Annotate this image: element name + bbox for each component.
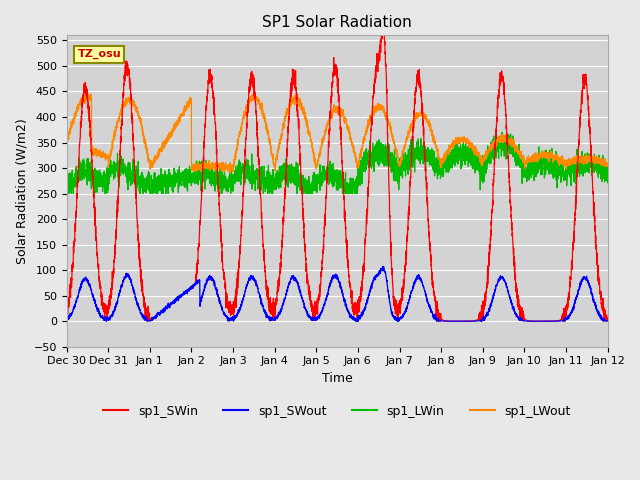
sp1_SWin (570, 240, 578, 245)
sp1_SWout (604, 318, 611, 324)
X-axis label: Time: Time (322, 372, 353, 385)
sp1_LWin (570, 161, 578, 167)
sp1_LWout (236, 134, 243, 140)
Text: TZ_osu: TZ_osu (77, 49, 121, 60)
sp1_LWout (84, 91, 92, 97)
sp1_LWin (63, 191, 70, 196)
sp1_LWin (189, 177, 196, 183)
sp1_LWout (225, 165, 233, 171)
Line: sp1_SWin: sp1_SWin (67, 20, 607, 321)
sp1_SWout (198, 295, 205, 300)
sp1_LWin (198, 158, 205, 164)
sp1_SWin (380, 17, 387, 23)
sp1_LWout (604, 163, 611, 169)
sp1_SWin (604, 316, 611, 322)
sp1_LWout (189, 166, 196, 172)
Y-axis label: Solar Radiation (W/m2): Solar Radiation (W/m2) (15, 118, 28, 264)
sp1_SWout (63, 318, 70, 324)
sp1_SWout (225, 317, 233, 323)
Line: sp1_LWin: sp1_LWin (67, 132, 607, 193)
sp1_LWout (198, 168, 205, 173)
sp1_SWin (198, 189, 205, 195)
sp1_LWin (322, 174, 330, 180)
sp1_SWout (322, 298, 330, 304)
sp1_LWin (235, 159, 243, 165)
sp1_LWin (498, 130, 506, 135)
Line: sp1_SWout: sp1_SWout (67, 266, 607, 321)
sp1_LWout (63, 143, 70, 148)
sp1_LWout (322, 124, 330, 130)
sp1_SWout (570, 301, 578, 307)
sp1_SWout (102, 318, 110, 324)
sp1_LWin (225, 184, 233, 190)
sp1_SWout (379, 264, 387, 269)
sp1_SWin (225, 309, 233, 315)
sp1_SWout (235, 307, 243, 313)
Line: sp1_LWout: sp1_LWout (67, 94, 607, 173)
sp1_LWout (570, 156, 578, 162)
sp1_SWin (63, 301, 70, 307)
sp1_LWin (604, 180, 611, 186)
sp1_LWout (227, 170, 234, 176)
Title: SP1 Solar Radiation: SP1 Solar Radiation (262, 15, 412, 30)
sp1_SWout (189, 286, 196, 291)
sp1_SWin (143, 318, 151, 324)
sp1_SWin (235, 265, 243, 271)
sp1_SWin (189, 283, 196, 289)
Legend: sp1_SWin, sp1_SWout, sp1_LWin, sp1_LWout: sp1_SWin, sp1_SWout, sp1_LWin, sp1_LWout (98, 400, 576, 423)
sp1_SWin (322, 204, 330, 210)
